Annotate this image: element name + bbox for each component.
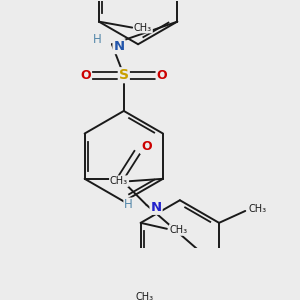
Text: N: N [151,201,162,214]
Text: CH₃: CH₃ [134,22,152,33]
Text: CH₃: CH₃ [248,204,266,214]
Text: O: O [80,69,91,82]
Text: N: N [113,40,124,53]
Text: S: S [119,68,129,82]
Text: O: O [141,140,152,153]
Text: H: H [124,199,133,212]
Text: H: H [93,33,102,46]
Text: CH₃: CH₃ [135,292,153,300]
Text: CH₃: CH₃ [110,176,128,186]
Text: O: O [157,69,167,82]
Text: CH₃: CH₃ [170,225,188,235]
